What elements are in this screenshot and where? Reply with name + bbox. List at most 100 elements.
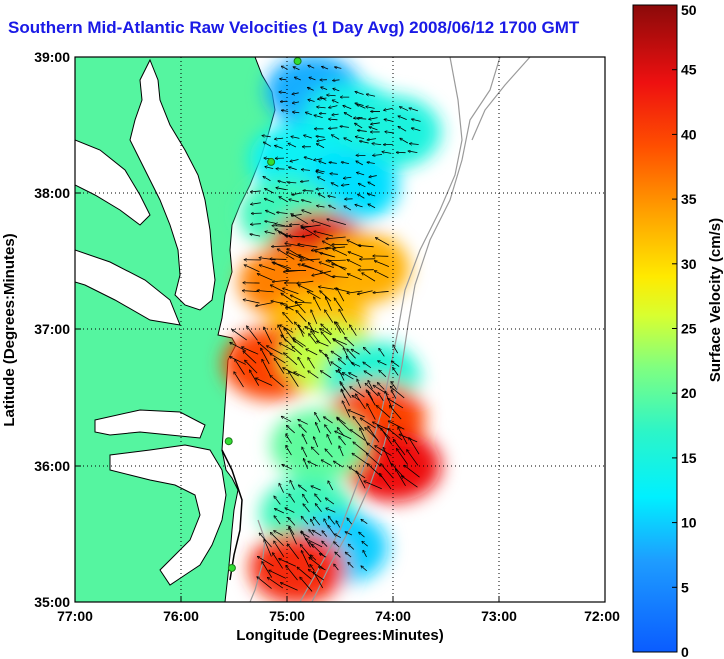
velocity-arrow [352, 453, 369, 465]
y-axis-label: Latitude (Degrees:Minutes) [1, 233, 18, 426]
velocity-arrow [341, 184, 350, 185]
velocity-arrow [363, 550, 367, 558]
velocity-arrow [344, 177, 352, 178]
velocity-arrow [336, 371, 345, 376]
velocity-arrow [356, 161, 364, 166]
velocity-arrow [303, 494, 309, 504]
velocity-arrow [285, 508, 295, 513]
velocity-arrow [298, 285, 314, 293]
velocity-arrow [270, 376, 285, 388]
velocity-arrow [288, 518, 296, 526]
velocity-arrow [317, 138, 326, 141]
velocity-arrow [391, 390, 397, 399]
velocity-arrow [282, 465, 293, 470]
velocity-arrow [369, 118, 378, 120]
velocity-arrow [316, 172, 324, 175]
velocity-arrow [373, 154, 383, 155]
velocity-arrow [308, 322, 316, 334]
velocity-arrow [277, 212, 288, 213]
radar-station-marker [293, 57, 302, 66]
velocity-arrow [232, 330, 247, 341]
velocity-arrow [235, 359, 245, 375]
velocity-arrow [262, 562, 273, 578]
velocity-arrow [324, 519, 328, 526]
velocity-arrow [234, 372, 244, 388]
velocity-arrow [332, 135, 340, 140]
velocity-arrow [357, 172, 365, 176]
velocity-arrow [292, 102, 300, 103]
velocity-arrow [264, 199, 275, 203]
velocity-arrow [289, 224, 300, 225]
velocity-arrow [298, 357, 305, 369]
velocity-arrow [280, 303, 294, 311]
velocity-arrow [319, 161, 327, 165]
velocity-arrow [311, 486, 321, 491]
velocity-arrow [301, 516, 309, 525]
velocity-arrow [334, 534, 341, 538]
velocity-arrow [332, 114, 339, 115]
velocity-arrow [270, 259, 287, 260]
velocity-arrow [293, 340, 304, 348]
velocity-arrow [313, 572, 324, 589]
velocity-arrow [347, 260, 362, 267]
velocity-arrow [368, 381, 373, 390]
velocity-arrow [275, 509, 285, 514]
colorbar-tick-label: 35 [681, 191, 697, 207]
velocity-arrow [275, 229, 293, 239]
velocity-arrow [270, 533, 284, 547]
velocity-arrow [308, 358, 315, 369]
x-tick-label: 73:00 [481, 608, 517, 624]
velocity-arrow [368, 392, 374, 401]
velocity-arrow [366, 94, 376, 97]
colorbar-tick-label: 45 [681, 62, 697, 78]
velocity-arrow [348, 544, 355, 550]
velocity-arrow [267, 577, 284, 589]
velocity-arrow [309, 557, 324, 570]
velocity-arrow [295, 77, 301, 81]
velocity-arrow [362, 273, 376, 282]
velocity-arrow [400, 138, 409, 144]
velocity-arrow [326, 498, 335, 505]
velocity-arrow [373, 422, 390, 431]
velocity-arrow [334, 564, 339, 571]
velocity-arrow [363, 362, 372, 369]
velocity-arrow [271, 301, 288, 305]
velocity-arrow [336, 521, 341, 528]
velocity-arrow [391, 382, 397, 390]
velocity-arrow [299, 425, 307, 433]
velocity-arrow [345, 337, 355, 347]
velocity-arrow [334, 542, 340, 548]
velocity-arrow [328, 525, 335, 535]
velocity-arrow [344, 138, 353, 143]
velocity-arrow [256, 378, 273, 386]
velocity-arrow [378, 393, 384, 401]
velocity-arrow [340, 126, 349, 127]
velocity-arrow [314, 159, 323, 161]
velocity-arrow [314, 297, 322, 311]
velocity-arrow [322, 531, 328, 537]
velocity-arrow [279, 197, 289, 203]
velocity-arrow [328, 481, 334, 491]
velocity-arrow [356, 471, 366, 489]
velocity-arrow [347, 290, 363, 293]
radar-station-marker [224, 437, 233, 446]
velocity-arrow [381, 428, 393, 445]
velocity-arrow [339, 309, 347, 323]
x-tick-label: 77:00 [57, 608, 93, 624]
velocity-arrow [314, 115, 323, 118]
velocity-arrow [302, 447, 308, 458]
velocity-arrow [258, 556, 274, 567]
colorbar-tick-label: 25 [681, 321, 697, 337]
velocity-arrow [355, 205, 363, 208]
velocity-arrow [335, 67, 342, 68]
velocity-arrow [312, 544, 326, 558]
velocity-arrow [330, 174, 338, 175]
velocity-arrow [300, 577, 313, 592]
chesapeake-bay [129, 58, 216, 311]
velocity-arrow [357, 105, 366, 109]
velocity-arrow [378, 361, 387, 366]
velocity-arrow [270, 285, 286, 293]
velocity-arrow [274, 541, 285, 558]
velocity-arrow [321, 332, 332, 344]
velocity-arrow [377, 406, 391, 418]
